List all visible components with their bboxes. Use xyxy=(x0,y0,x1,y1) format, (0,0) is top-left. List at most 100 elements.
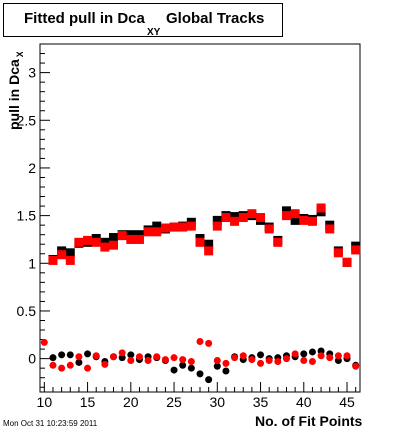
x-axis: 10 15 20 25 30 35 40 45 xyxy=(37,382,357,410)
data-point-square xyxy=(273,237,283,247)
data-point-circle xyxy=(317,352,325,360)
data-point-circle xyxy=(257,359,265,367)
y-tick-label: 0.5 xyxy=(17,303,37,319)
data-point-square xyxy=(143,227,153,237)
data-point-square xyxy=(57,250,67,260)
x-tick-label: 30 xyxy=(210,394,226,410)
data-point-square xyxy=(74,237,84,247)
data-point-circle xyxy=(84,350,92,358)
data-point-circle xyxy=(239,352,247,360)
data-point-square xyxy=(109,240,119,250)
y-tick-label: 1.5 xyxy=(17,208,37,224)
chart-title-suffix: Global Tracks xyxy=(166,10,265,27)
data-point-square xyxy=(152,221,162,231)
data-point-square xyxy=(117,231,127,241)
data-point-circle xyxy=(326,354,334,362)
data-point-circle xyxy=(110,353,118,361)
data-point-square xyxy=(195,237,205,247)
data-point-square xyxy=(100,242,110,252)
data-point-circle xyxy=(66,361,74,369)
chart-title-subscript: XY xyxy=(147,27,161,38)
data-points xyxy=(40,203,361,384)
data-point-circle xyxy=(265,357,273,365)
data-point-square xyxy=(342,257,352,267)
data-point-circle xyxy=(161,356,169,364)
y-tick-label: 0 xyxy=(28,351,36,367)
x-tick-label: 25 xyxy=(166,394,182,410)
data-point-square xyxy=(109,233,119,243)
data-point-square xyxy=(325,224,335,234)
y-tick-label: 3 xyxy=(28,65,36,81)
data-point-circle xyxy=(196,370,204,378)
data-point-square xyxy=(230,212,240,222)
data-point-square xyxy=(48,255,58,265)
data-point-square xyxy=(316,203,326,213)
y-axis-label: pull in Dca XY xyxy=(6,52,25,130)
data-point-circle xyxy=(196,337,204,345)
data-point-circle xyxy=(49,361,57,369)
chart-title: Fitted pull in Dca xyxy=(24,10,145,27)
y-axis: 0 0.5 1 1.5 2 2.5 3 xyxy=(17,43,50,388)
x-tick-label: 35 xyxy=(253,394,269,410)
data-point-square xyxy=(290,215,300,225)
data-point-circle xyxy=(334,352,342,360)
data-point-circle xyxy=(187,364,195,372)
data-point-square xyxy=(126,234,136,244)
data-point-square xyxy=(290,209,300,219)
data-point-circle xyxy=(153,353,161,361)
data-point-square xyxy=(212,221,222,231)
data-point-circle xyxy=(187,357,195,365)
data-point-circle xyxy=(179,356,187,364)
data-point-circle xyxy=(213,362,221,370)
data-point-square xyxy=(204,246,214,256)
x-tick-label: 40 xyxy=(296,394,312,410)
data-point-circle xyxy=(205,376,213,384)
data-point-circle xyxy=(66,351,74,359)
data-point-circle xyxy=(282,355,290,363)
data-point-square xyxy=(299,215,309,225)
data-point-circle xyxy=(213,357,221,365)
data-point-square xyxy=(204,239,214,249)
data-point-circle xyxy=(118,349,126,357)
x-tick-label: 45 xyxy=(339,394,355,410)
data-point-square xyxy=(100,237,110,247)
data-point-square xyxy=(212,215,222,225)
data-point-square xyxy=(281,206,291,216)
data-point-circle xyxy=(291,350,299,358)
data-point-circle xyxy=(248,356,256,364)
data-point-circle xyxy=(58,364,66,372)
footer-timestamp: Mon Oct 31 10:23:59 2011 xyxy=(3,419,98,428)
y-axis-label-text: pull in Dca xyxy=(6,59,22,130)
data-point-circle xyxy=(170,366,178,374)
data-point-square xyxy=(351,245,361,255)
data-point-square xyxy=(307,216,317,226)
data-point-circle xyxy=(300,350,308,358)
data-point-circle xyxy=(222,367,230,375)
data-point-circle xyxy=(308,357,316,365)
data-point-circle xyxy=(40,338,48,346)
data-point-square xyxy=(178,222,188,232)
data-point-circle xyxy=(343,352,351,360)
x-tick-label: 20 xyxy=(123,394,139,410)
data-point-square xyxy=(134,234,144,244)
data-point-circle xyxy=(274,357,282,365)
data-point-circle xyxy=(205,339,213,347)
data-point-circle xyxy=(49,354,57,362)
data-point-square xyxy=(230,216,240,226)
data-point-circle xyxy=(144,357,152,365)
data-point-circle xyxy=(257,351,265,359)
x-tick-label: 15 xyxy=(80,394,96,410)
data-point-square xyxy=(281,211,291,221)
data-point-square xyxy=(221,213,231,223)
data-point-square xyxy=(65,248,75,258)
data-point-circle xyxy=(222,359,230,367)
y-tick-label: 1 xyxy=(28,255,36,271)
data-point-circle xyxy=(75,353,83,361)
data-point-square xyxy=(91,237,101,247)
data-point-square xyxy=(126,230,136,240)
data-point-square xyxy=(65,255,75,265)
data-point-square xyxy=(134,230,144,240)
data-point-circle xyxy=(75,358,83,366)
data-point-square xyxy=(169,222,179,232)
data-point-square xyxy=(247,209,257,219)
